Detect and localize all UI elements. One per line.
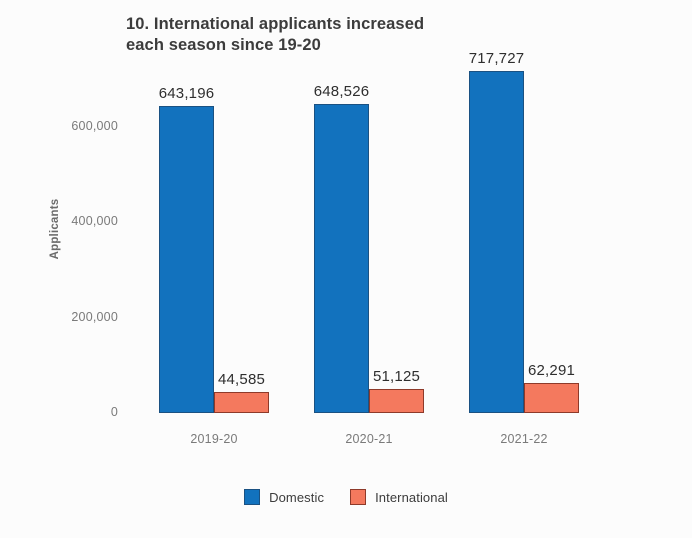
legend-label: International bbox=[375, 489, 448, 505]
y-axis-tick-label: 400,000 bbox=[71, 214, 118, 229]
legend-item-international[interactable]: International bbox=[350, 489, 448, 505]
domestic-swatch-icon bbox=[244, 489, 261, 505]
x-axis-tick-label: 2020-21 bbox=[345, 432, 393, 446]
plot-area: 643,196 44,585 648,526 51,125 717,727 62,291 bbox=[130, 50, 590, 413]
bar-value-label: 643,196 bbox=[158, 85, 215, 103]
x-axis-tick-label: 2019-20 bbox=[190, 432, 238, 446]
bar-international-2020-21[interactable]: 51,125 bbox=[369, 368, 424, 413]
bar-value-label: 62,291 bbox=[527, 362, 576, 380]
bar-domestic-2020-21[interactable]: 648,526 bbox=[314, 83, 369, 413]
x-axis-tick-label: 2021-22 bbox=[500, 432, 548, 446]
bar-value-label: 717,727 bbox=[468, 49, 525, 67]
chart-title: 10. International applicants increased e… bbox=[126, 15, 425, 54]
y-axis-tick-labels: 0 200,000 400,000 600,000 bbox=[42, 0, 118, 538]
legend-item-domestic[interactable]: Domestic bbox=[244, 489, 324, 505]
bar-group: 643,196 44,585 bbox=[159, 60, 269, 413]
bar-group: 648,526 51,125 bbox=[314, 60, 424, 413]
bar-domestic-2019-20[interactable]: 643,196 bbox=[159, 85, 214, 413]
legend-label: Domestic bbox=[269, 489, 325, 505]
bar-group: 717,727 62,291 bbox=[469, 50, 579, 413]
bar-domestic-2021-22[interactable]: 717,727 bbox=[469, 50, 524, 413]
bar-value-label: 648,526 bbox=[313, 82, 370, 100]
bar-international-2021-22[interactable]: 62,291 bbox=[524, 362, 579, 413]
bar-value-label: 44,585 bbox=[217, 370, 266, 388]
y-axis-tick-label: 200,000 bbox=[71, 309, 118, 324]
y-axis-tick-label: 0 bbox=[110, 405, 118, 419]
y-axis-tick-label: 600,000 bbox=[71, 118, 118, 133]
bar-international-2019-20[interactable]: 44,585 bbox=[214, 371, 269, 413]
bar-value-label: 51,125 bbox=[372, 367, 421, 385]
x-axis-tick-labels: 2019-20 2020-21 2021-22 bbox=[130, 432, 590, 452]
chart-legend: Domestic International bbox=[0, 489, 692, 505]
international-swatch-icon bbox=[350, 489, 367, 505]
